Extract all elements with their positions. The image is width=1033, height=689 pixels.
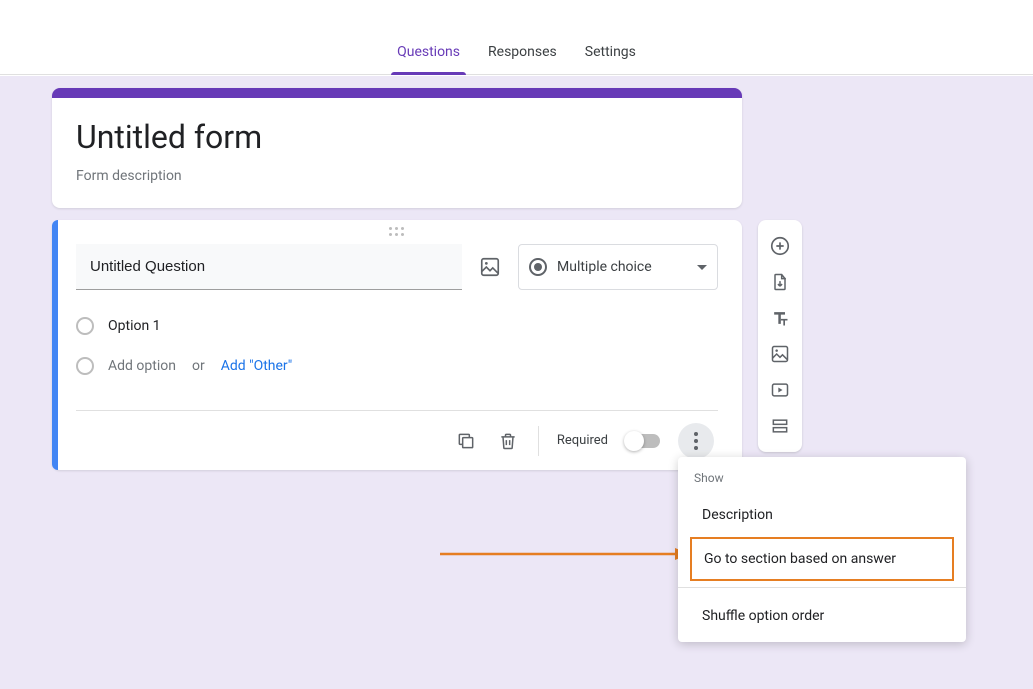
add-image-toolbar-button[interactable] bbox=[762, 336, 798, 372]
option-row[interactable]: Option 1 bbox=[76, 306, 718, 346]
side-toolbar bbox=[758, 220, 802, 452]
add-title-button[interactable] bbox=[762, 300, 798, 336]
menu-item-goto-section[interactable]: Go to section based on answer bbox=[690, 537, 954, 581]
trash-icon bbox=[498, 431, 518, 451]
delete-button[interactable] bbox=[496, 429, 520, 453]
question-type-label: Multiple choice bbox=[557, 259, 652, 275]
more-options-button[interactable] bbox=[678, 423, 714, 459]
add-option-row[interactable]: Add option or Add "Other" bbox=[76, 346, 718, 386]
add-question-button[interactable] bbox=[762, 228, 798, 264]
tab-responses[interactable]: Responses bbox=[474, 44, 571, 74]
image-icon bbox=[479, 256, 501, 278]
add-video-button[interactable] bbox=[762, 372, 798, 408]
import-icon bbox=[770, 272, 790, 292]
import-questions-button[interactable] bbox=[762, 264, 798, 300]
add-other-link[interactable]: Add "Other" bbox=[221, 358, 293, 374]
add-option-text[interactable]: Add option bbox=[108, 358, 176, 374]
form-header-card[interactable]: Untitled form Form description bbox=[52, 88, 742, 208]
tab-questions[interactable]: Questions bbox=[383, 44, 474, 74]
active-indicator bbox=[52, 220, 58, 470]
required-toggle[interactable] bbox=[626, 434, 660, 448]
option-label[interactable]: Option 1 bbox=[108, 318, 161, 334]
menu-item-description[interactable]: Description bbox=[678, 493, 966, 537]
duplicate-button[interactable] bbox=[454, 429, 478, 453]
add-section-button[interactable] bbox=[762, 408, 798, 444]
or-text: or bbox=[192, 358, 205, 374]
title-icon bbox=[770, 308, 790, 328]
editor-canvas: Untitled form Form description Multiple … bbox=[0, 76, 1033, 689]
annotation-arrow bbox=[440, 544, 690, 564]
radio-outline-icon bbox=[76, 357, 94, 375]
menu-item-shuffle[interactable]: Shuffle option order bbox=[678, 594, 966, 638]
drag-handle[interactable] bbox=[52, 220, 742, 244]
question-title-input[interactable] bbox=[76, 244, 462, 290]
divider bbox=[538, 426, 539, 456]
drag-handle-icon bbox=[389, 227, 405, 237]
form-description[interactable]: Form description bbox=[76, 168, 718, 184]
image-icon bbox=[770, 344, 790, 364]
required-label: Required bbox=[557, 433, 608, 448]
section-icon bbox=[770, 416, 790, 436]
question-card[interactable]: Multiple choice Option 1 Add option or A… bbox=[52, 220, 742, 470]
question-options-menu: Show Description Go to section based on … bbox=[678, 457, 966, 642]
add-image-button[interactable] bbox=[478, 255, 502, 279]
chevron-down-icon bbox=[697, 265, 707, 270]
form-title[interactable]: Untitled form bbox=[76, 118, 718, 156]
radio-outline-icon bbox=[76, 317, 94, 335]
copy-icon bbox=[456, 431, 476, 451]
more-vertical-icon bbox=[694, 432, 698, 450]
radio-icon bbox=[529, 258, 547, 276]
menu-divider bbox=[678, 587, 966, 588]
tab-settings[interactable]: Settings bbox=[571, 44, 650, 74]
menu-section-label: Show bbox=[678, 457, 966, 493]
tab-bar: Questions Responses Settings bbox=[0, 0, 1033, 75]
plus-circle-icon bbox=[769, 235, 791, 257]
question-type-dropdown[interactable]: Multiple choice bbox=[518, 244, 718, 290]
video-icon bbox=[770, 380, 790, 400]
